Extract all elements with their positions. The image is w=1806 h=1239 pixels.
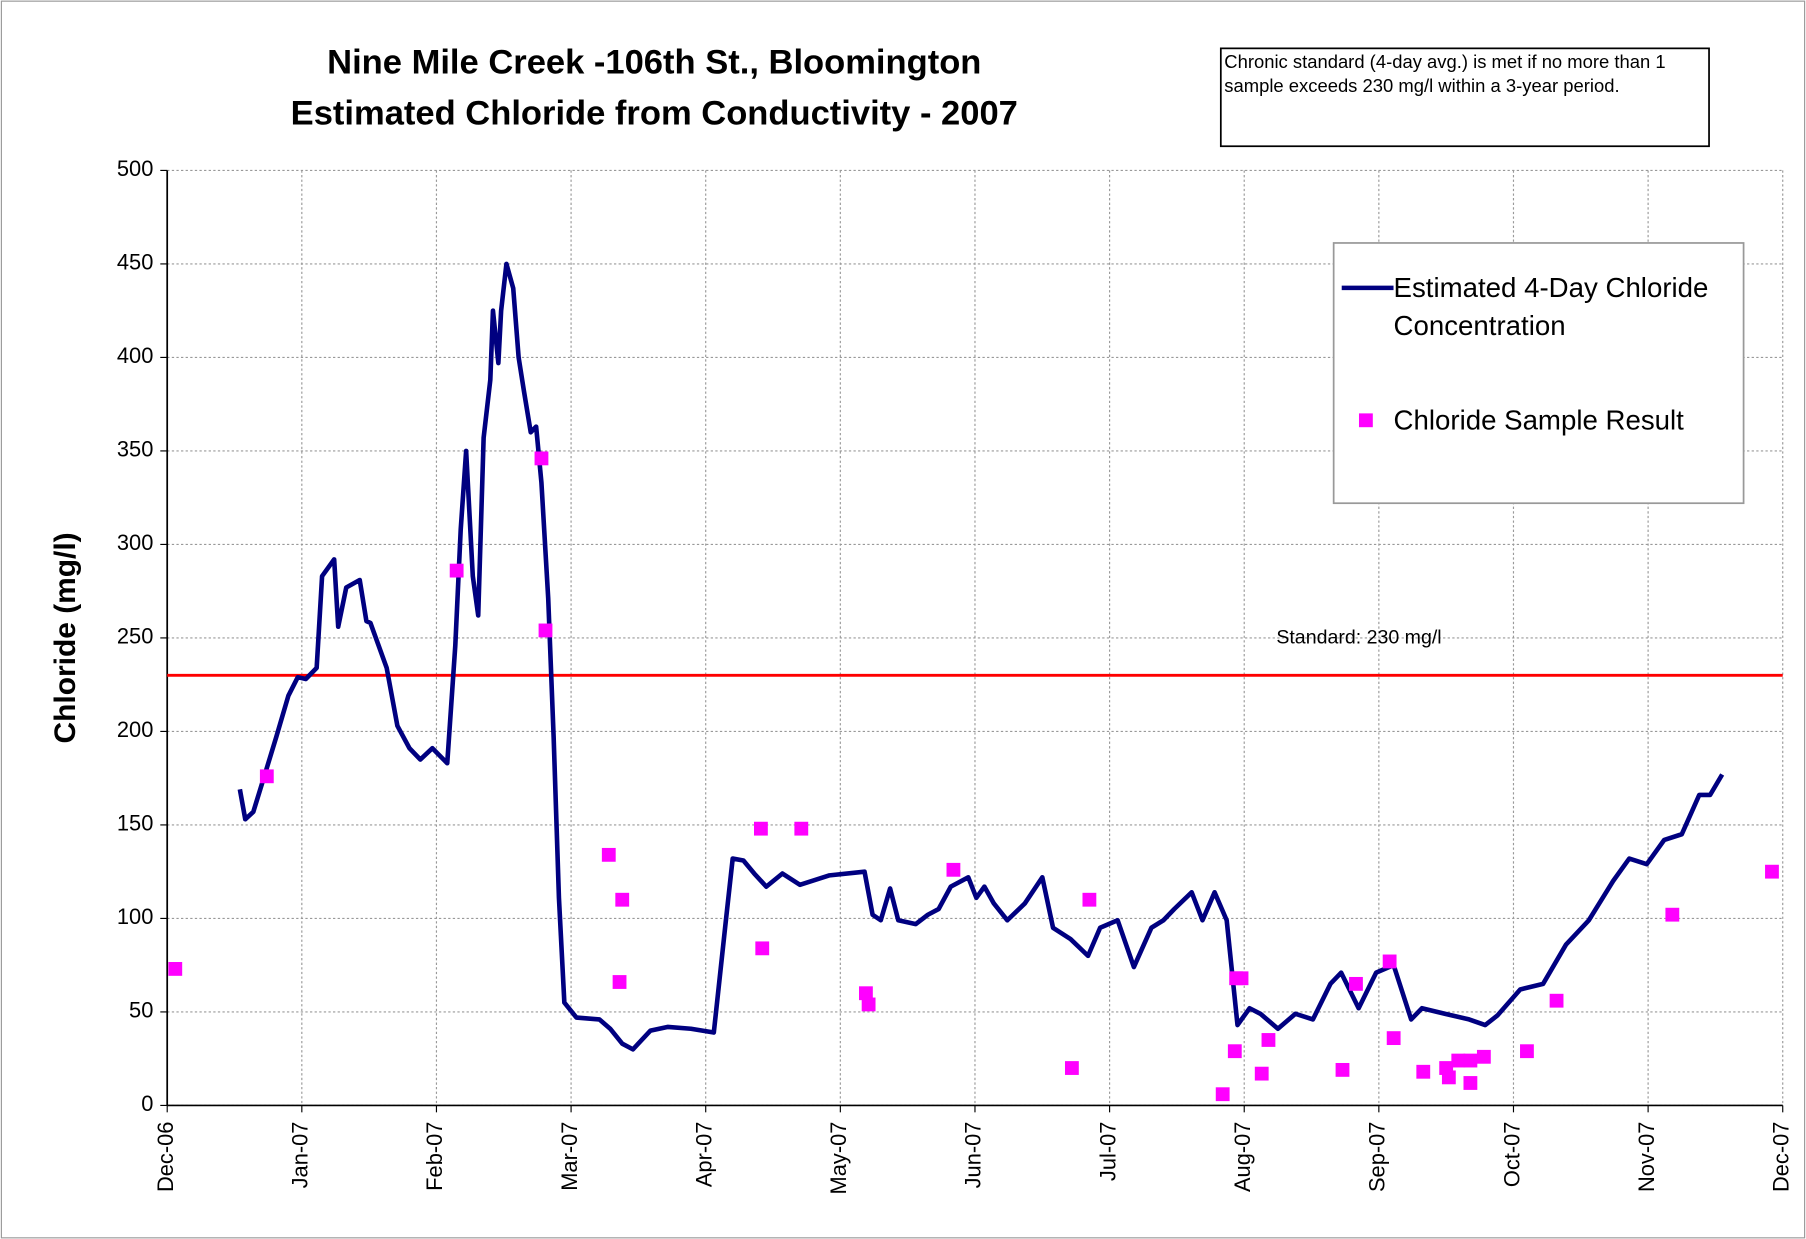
x-tick-label: May-07 — [826, 1122, 851, 1195]
sample-point — [168, 962, 183, 976]
sample-point — [1215, 1087, 1230, 1102]
legend-swatch — [1358, 413, 1373, 428]
sample-point — [1451, 1053, 1466, 1068]
x-tick-label: Jan-07 — [288, 1122, 313, 1189]
sample-point — [1254, 1066, 1269, 1081]
y-tick-label: 500 — [117, 156, 153, 181]
legend — [1332, 242, 1745, 505]
sample-point — [755, 941, 770, 956]
sample-point — [1064, 1061, 1079, 1075]
x-tick-label: Jul-07 — [1095, 1122, 1120, 1182]
y-tick-label: 50 — [129, 998, 153, 1023]
chart-subtitle: Estimated Chloride from Conductivity - 2… — [291, 94, 1018, 132]
sample-point — [1520, 1044, 1534, 1059]
legend-label: Estimated 4-Day Chloride Concentration — [1393, 272, 1709, 342]
sample-point — [1549, 993, 1564, 1008]
sample-point — [1349, 976, 1363, 991]
y-axis-label: Chloride (mg/l) — [49, 532, 82, 743]
y-tick-label: 350 — [117, 437, 153, 462]
y-tick-label: 0 — [141, 1091, 153, 1116]
sample-point — [1082, 892, 1097, 907]
x-tick-label: Dec-07 — [1769, 1122, 1794, 1192]
sample-point — [946, 862, 961, 877]
annotation-box — [1219, 47, 1710, 148]
sample-point — [1665, 907, 1680, 922]
sample-point — [1382, 954, 1397, 969]
x-tick-label: Aug-07 — [1230, 1122, 1255, 1193]
y-tick-label: 100 — [117, 904, 153, 929]
y-tick-label: 250 — [117, 624, 153, 649]
x-tick-label: Feb-07 — [422, 1122, 447, 1191]
y-tick-label: 200 — [117, 717, 153, 742]
sample-point — [1234, 971, 1249, 986]
y-tick-label: 450 — [117, 250, 153, 275]
x-tick-label: Nov-07 — [1634, 1122, 1659, 1192]
sample-point — [615, 892, 630, 907]
x-tick-label: Mar-07 — [557, 1122, 582, 1191]
sample-point — [1227, 1044, 1242, 1059]
x-tick-label: Oct-07 — [1499, 1122, 1524, 1188]
sample-point — [1335, 1062, 1350, 1077]
sample-point — [1441, 1070, 1456, 1085]
x-tick-label: Apr-07 — [691, 1122, 716, 1188]
legend-label: Chloride Sample Result — [1393, 405, 1684, 437]
sample-point — [1476, 1049, 1491, 1064]
sample-point — [1261, 1033, 1276, 1047]
reference-line-label: Standard: 230 mg/l — [1276, 627, 1441, 649]
sample-point — [1416, 1064, 1431, 1079]
legend-text: Estimated 4-Day Chloride Concentration — [1393, 272, 1709, 342]
sample-point — [1765, 864, 1779, 879]
sample-point — [538, 623, 553, 638]
sample-point — [754, 821, 768, 836]
sample-point — [1463, 1053, 1478, 1068]
y-tick-label: 150 — [117, 811, 153, 836]
chart-title: Nine Mile Creek -106th St., Bloomington — [327, 44, 981, 82]
sample-point — [449, 563, 464, 578]
legend-text: Chloride Sample Result — [1393, 405, 1684, 437]
sample-point — [1463, 1076, 1478, 1090]
sample-point — [534, 451, 549, 466]
sample-point — [259, 769, 274, 784]
sample-point — [1386, 1031, 1401, 1046]
legend-items: Estimated 4-Day Chloride Concentration Ch… — [1341, 272, 1709, 437]
sample-point — [612, 975, 627, 989]
sample-point — [601, 847, 616, 862]
sample-point — [794, 821, 809, 836]
y-tick-label: 300 — [117, 530, 153, 555]
y-tick-label: 400 — [117, 343, 153, 368]
x-tick-label: Sep-07 — [1365, 1122, 1390, 1193]
annotation: Chronic standard (4-day avg.) is met if … — [1224, 52, 1666, 97]
x-tick-label: Dec-06 — [153, 1122, 178, 1192]
x-tick-label: Jun-07 — [961, 1122, 986, 1189]
sample-point — [861, 997, 876, 1012]
sample-point — [859, 986, 873, 1001]
data-line — [237, 261, 1725, 1052]
annotation-text: Chronic standard (4-day avg.) is met if … — [1224, 52, 1666, 97]
